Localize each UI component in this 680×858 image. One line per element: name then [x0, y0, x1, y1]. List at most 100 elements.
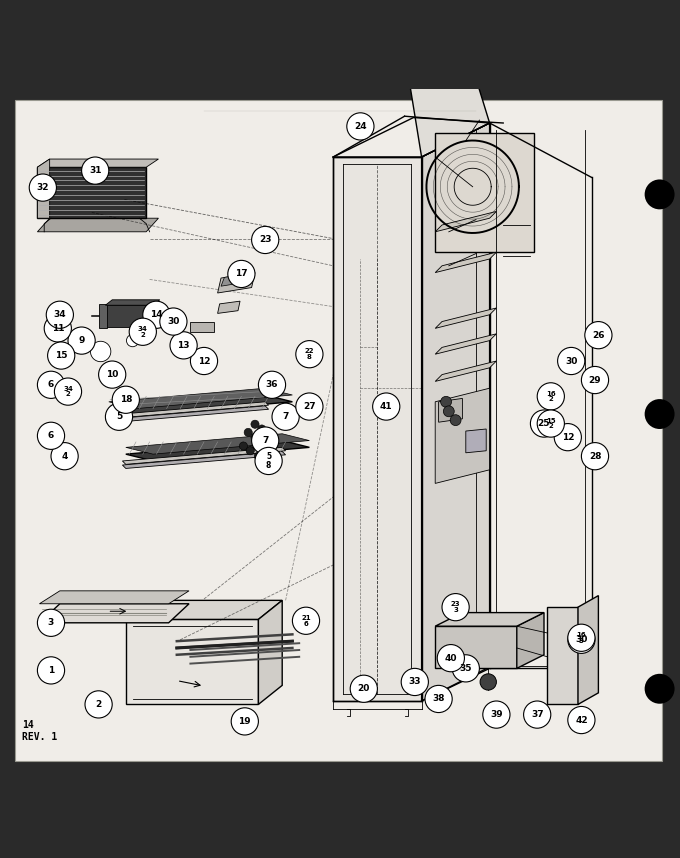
Circle shape: [581, 366, 609, 394]
Text: 22
8: 22 8: [305, 348, 314, 360]
Circle shape: [37, 657, 65, 684]
Text: 31: 31: [89, 166, 101, 175]
Circle shape: [350, 675, 377, 703]
Polygon shape: [126, 434, 309, 454]
Circle shape: [292, 607, 320, 634]
Text: 7: 7: [282, 412, 289, 421]
Circle shape: [401, 668, 428, 696]
Text: 9: 9: [78, 336, 85, 345]
Text: 12: 12: [198, 357, 210, 366]
Polygon shape: [126, 440, 309, 461]
Text: 17: 17: [235, 269, 248, 279]
Circle shape: [244, 428, 252, 437]
Text: 6: 6: [48, 380, 54, 390]
Text: 20: 20: [358, 685, 370, 693]
Text: 32: 32: [37, 183, 49, 192]
Circle shape: [112, 386, 139, 414]
Text: 11: 11: [52, 323, 64, 333]
Circle shape: [441, 396, 452, 408]
Circle shape: [170, 332, 197, 359]
Text: 29: 29: [589, 376, 601, 384]
Polygon shape: [435, 626, 517, 668]
Circle shape: [252, 427, 279, 454]
Text: 14
REV. 1: 14 REV. 1: [22, 720, 57, 742]
Text: 30: 30: [167, 317, 180, 326]
Text: 23: 23: [259, 235, 271, 245]
Circle shape: [452, 655, 479, 682]
Text: 15: 15: [55, 351, 67, 360]
Polygon shape: [435, 361, 496, 382]
Circle shape: [296, 341, 323, 368]
Circle shape: [143, 301, 170, 329]
Circle shape: [37, 372, 65, 398]
Circle shape: [90, 341, 111, 362]
Text: 30: 30: [565, 357, 577, 366]
Text: 37: 37: [531, 710, 543, 719]
Text: 19: 19: [239, 717, 251, 726]
Text: 34: 34: [54, 311, 66, 319]
Circle shape: [537, 410, 564, 438]
Text: 6: 6: [48, 432, 54, 440]
Polygon shape: [99, 304, 107, 329]
Text: 21
6: 21 6: [301, 615, 311, 626]
Polygon shape: [547, 607, 578, 704]
Circle shape: [85, 691, 112, 718]
Text: 36: 36: [266, 380, 278, 390]
Circle shape: [48, 342, 75, 369]
Text: 30: 30: [575, 635, 588, 644]
Circle shape: [483, 701, 510, 728]
Text: 1: 1: [48, 666, 54, 675]
Polygon shape: [218, 273, 255, 293]
Circle shape: [558, 347, 585, 375]
Text: 27: 27: [303, 402, 316, 411]
Circle shape: [246, 447, 254, 455]
Polygon shape: [517, 613, 544, 668]
Polygon shape: [435, 252, 496, 273]
Circle shape: [272, 403, 299, 431]
Circle shape: [68, 327, 95, 354]
Polygon shape: [39, 604, 189, 623]
Circle shape: [437, 644, 464, 672]
Text: 13: 13: [177, 341, 190, 350]
Circle shape: [425, 686, 452, 712]
Polygon shape: [466, 429, 486, 453]
Text: 10: 10: [106, 370, 118, 379]
Circle shape: [645, 179, 675, 209]
Text: 16
2: 16 2: [546, 390, 556, 402]
Polygon shape: [435, 211, 496, 232]
Circle shape: [54, 378, 82, 405]
Text: 39: 39: [490, 710, 503, 719]
Circle shape: [239, 442, 248, 450]
Circle shape: [450, 414, 461, 426]
Circle shape: [568, 626, 595, 654]
Polygon shape: [435, 308, 496, 329]
Text: 41: 41: [380, 402, 392, 411]
Polygon shape: [578, 595, 598, 704]
Circle shape: [231, 708, 258, 735]
Circle shape: [568, 624, 595, 651]
Text: 33: 33: [409, 678, 421, 686]
Text: 18: 18: [120, 396, 132, 404]
Polygon shape: [126, 601, 282, 619]
Circle shape: [51, 443, 78, 470]
Text: 34
2: 34 2: [63, 386, 73, 397]
Circle shape: [585, 322, 612, 348]
FancyBboxPatch shape: [0, 89, 680, 769]
Text: 16
3: 16 3: [577, 632, 586, 644]
Circle shape: [105, 403, 133, 431]
Circle shape: [129, 318, 156, 346]
Text: 5
8: 5 8: [266, 452, 271, 469]
Polygon shape: [218, 301, 240, 313]
Text: 24: 24: [354, 122, 367, 131]
Polygon shape: [439, 398, 462, 422]
Text: 26: 26: [592, 330, 605, 340]
Text: 3: 3: [48, 619, 54, 627]
Polygon shape: [105, 402, 269, 419]
Polygon shape: [333, 0, 490, 157]
Polygon shape: [435, 334, 496, 354]
Polygon shape: [333, 157, 422, 701]
Circle shape: [190, 347, 218, 375]
Circle shape: [645, 674, 675, 704]
Circle shape: [251, 420, 259, 428]
Polygon shape: [435, 388, 490, 483]
